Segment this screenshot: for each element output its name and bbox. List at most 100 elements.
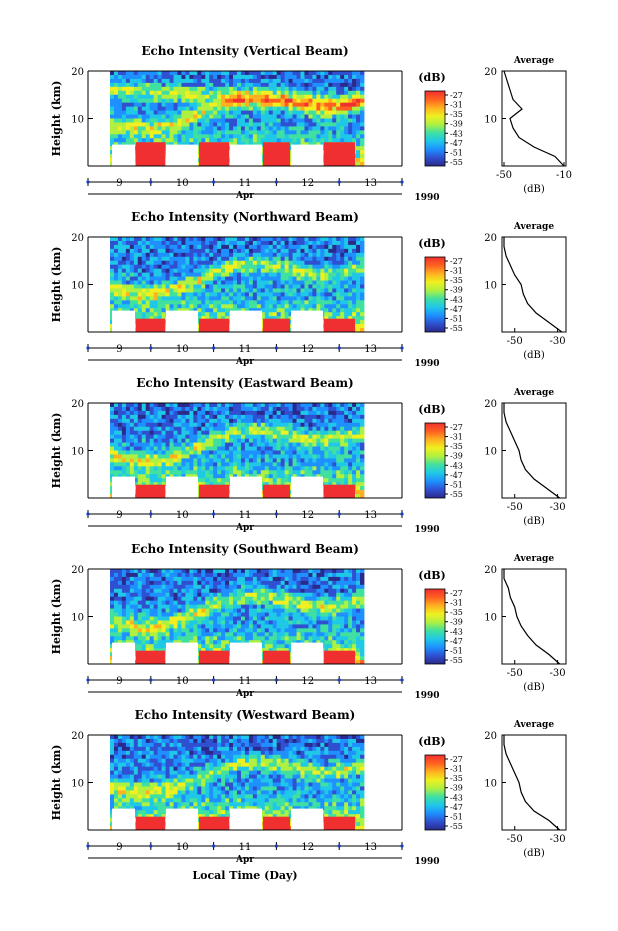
heatmap-cell [328,308,333,313]
heatmap-cell [201,470,206,475]
heatmap-cell [229,130,234,135]
heatmap-cell [248,114,254,119]
heatmap-cell [300,572,305,578]
heatmap-cell [185,576,190,582]
heatmap-cell [356,494,361,499]
heatmap-cell [137,110,143,115]
heatmap-cell [252,280,258,285]
heatmap-cell [237,304,242,309]
heatmap-cell [225,260,230,266]
heatmap-cell [336,71,341,76]
heatmap-cell [173,422,178,428]
heatmap-cell [157,454,162,459]
heatmap-cell [161,296,166,301]
heatmap-cell [240,90,246,96]
heatmap-cell [256,138,262,143]
heatmap-cell [288,442,293,447]
heatmap-cell [221,237,226,242]
heatmap-cell [133,434,139,440]
heatmap-cell [173,240,178,246]
heatmap-cell [177,470,182,475]
heatmap-cell [284,572,289,578]
heatmap-cell [240,240,246,246]
heatmap-cell [177,280,182,285]
heatmap-cell [141,430,147,436]
heatmap-cell [264,260,270,266]
heatmap-cell [284,240,289,246]
heatmap-cell [276,406,282,412]
heatmap-cell [209,442,214,447]
heatmap-cell [117,414,123,420]
heatmap-cell [292,450,297,455]
heatmap-cell [328,446,333,451]
heatmap-cell [312,466,317,471]
heatmap-cell [169,576,174,582]
heatmap-cell [288,410,293,416]
heatmap-cell [161,304,166,309]
heatmap-cell [229,86,234,92]
heatmap-cell [213,240,218,246]
heatmap-cell [125,308,131,313]
heatmap-cell [121,572,127,578]
heatmap-cell [169,403,174,408]
heatmap-cell [145,284,151,289]
heatmap-cell [169,458,174,463]
heatmap-cell [157,462,162,467]
heatmap-cell [209,280,214,285]
heatmap-cell [244,410,250,416]
heatmap-cell [308,572,313,578]
heatmap-cell [205,74,210,80]
heatmap-cell [173,292,178,297]
heatmap-cell [229,430,234,436]
heatmap-cell [141,98,147,104]
heatmap-cell [324,478,329,483]
heatmap-cell [137,244,143,250]
heatmap-cell [292,276,297,281]
heatmap-cell [240,98,246,104]
heatmap-cell [344,138,349,143]
heatmap-cell [276,478,282,483]
heatmap-cell [344,260,349,266]
heatmap-cell [145,300,151,305]
heatmap-cell [308,418,313,424]
heatmap-cell [240,410,246,416]
heatmap-cell [240,252,246,258]
heatmap-cell [217,288,222,293]
heatmap-cell [189,276,194,281]
heatmap-cell [284,414,289,420]
heatmap-cell [233,134,238,139]
heatmap-cell [316,284,321,289]
heatmap-cell [125,256,131,262]
heatmap-cell [117,422,123,428]
heatmap-cell [173,276,178,281]
heatmap-cell [209,446,214,451]
heatmap-cell [320,304,325,309]
heatmap-cell [360,486,365,491]
heatmap-cell [356,320,361,325]
heatmap-cell [272,288,278,293]
heatmap-cell [201,256,206,262]
heatmap-cell [324,276,329,281]
heatmap-cell [157,304,162,309]
heatmap-cell [157,268,162,274]
heatmap-cell [244,248,250,254]
heatmap-cell [332,134,337,139]
heatmap-cell [268,478,274,483]
heatmap-cell [169,300,174,305]
heatmap-cell [244,422,250,428]
heatmap-cell [141,316,147,321]
heatmap-cell [276,272,282,277]
heatmap-cell [117,300,123,305]
heatmap-cell [113,576,119,582]
heatmap-cell [360,466,365,471]
heatmap-cell [137,74,143,80]
heatmap-cell [292,300,297,305]
heatmap-cell [252,450,258,455]
heatmap-cell [356,458,361,463]
heatmap-cell [244,106,250,111]
heatmap-cell [169,94,174,100]
heatmap-cell [320,78,325,84]
heatmap-cell [308,442,313,447]
heatmap-cell [292,260,297,266]
heatmap-cell [213,98,218,104]
